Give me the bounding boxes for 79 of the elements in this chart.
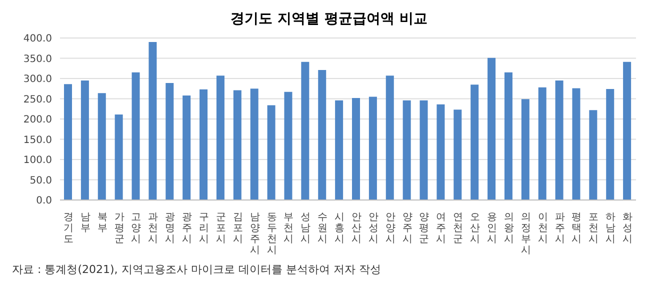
bar	[233, 90, 242, 200]
x-tick-label: 의왕시	[504, 212, 514, 245]
x-tick-label: 평택시	[572, 212, 582, 245]
x-tick-label: 연천군	[453, 212, 464, 245]
x-tick-label: 용인시	[487, 212, 497, 245]
bar	[114, 114, 123, 200]
bar	[335, 100, 344, 200]
y-tick-label: 0.0	[36, 196, 52, 207]
bar	[538, 87, 546, 200]
y-tick-label: 150.0	[23, 134, 52, 146]
bar	[200, 89, 208, 200]
x-tick-label: 구리시	[199, 212, 209, 245]
x-tick-label: 안성시	[368, 212, 378, 245]
x-tick-label: 가평군	[114, 212, 124, 245]
bar	[148, 42, 157, 200]
bar	[267, 105, 276, 200]
y-tick-label: 100.0	[23, 155, 52, 166]
x-tick-label: 남양주시	[250, 212, 260, 256]
x-tick-label: 양평군	[419, 212, 430, 245]
bar	[166, 82, 174, 200]
y-tick-label: 400.0	[23, 34, 52, 45]
y-tick-label: 50.0	[30, 175, 52, 186]
bar	[80, 80, 89, 200]
bar	[352, 98, 360, 200]
x-tick-label: 여주시	[436, 212, 446, 245]
bar	[572, 88, 580, 200]
x-tick-label: 군포시	[216, 212, 226, 245]
bar	[623, 62, 632, 200]
x-tick-label: 부천시	[284, 212, 294, 245]
x-tick-label: 과천시	[148, 212, 158, 245]
x-tick-label: 북부	[97, 212, 108, 234]
x-tick-label: 안양시	[385, 212, 396, 245]
x-tick-label: 광명시	[165, 212, 176, 245]
bar	[386, 76, 394, 200]
bar	[301, 62, 310, 200]
x-tick-label: 포천시	[588, 212, 599, 245]
bar	[182, 96, 191, 200]
bar	[98, 93, 106, 200]
x-tick-label: 시흥시	[334, 212, 345, 245]
x-tick-label: 파주시	[554, 212, 565, 245]
x-tick-label: 화성시	[622, 212, 633, 245]
bar	[64, 84, 72, 200]
x-tick-label: 김포시	[232, 212, 243, 245]
x-tick-label: 동두천시	[266, 212, 277, 256]
bar	[368, 96, 377, 200]
bar	[216, 76, 224, 200]
bar	[555, 80, 564, 200]
x-tick-label: 광주시	[182, 212, 192, 245]
x-tick-label: 경기도	[63, 212, 74, 245]
bar	[132, 72, 140, 200]
bar	[606, 89, 614, 200]
x-tick-label: 양주시	[402, 212, 412, 245]
y-tick-label: 300.0	[23, 74, 52, 86]
x-tick-label: 이천시	[538, 212, 548, 245]
bar	[402, 100, 411, 200]
chart-title: 경기도 지역별 평균급여액 비교	[230, 10, 428, 29]
y-tick-label: 350.0	[23, 54, 52, 65]
bar	[454, 110, 462, 200]
x-tick-label: 의정부시	[520, 212, 531, 256]
x-tick-label: 성남시	[300, 212, 311, 245]
bar	[488, 58, 496, 200]
x-tick-label: 수원시	[318, 212, 328, 245]
bar	[318, 70, 326, 200]
bar	[436, 104, 445, 200]
bar	[250, 88, 258, 200]
bar	[470, 84, 479, 200]
x-tick-label: 고양시	[131, 212, 142, 245]
bar	[420, 100, 428, 200]
y-tick-label: 250.0	[23, 94, 52, 106]
bar	[521, 99, 530, 200]
bar	[589, 110, 598, 200]
text: 자료 : 통계청(2021), 지역고용조사 마이크로 데이터를 분석하여 저자 작성	[12, 262, 382, 277]
x-tick-label: 남부	[80, 212, 90, 234]
x-tick-label: 오산시	[470, 212, 480, 245]
bar	[284, 92, 292, 200]
y-tick-label: 200.0	[23, 114, 52, 126]
x-tick-label: 하남시	[606, 212, 616, 245]
bar	[504, 72, 512, 200]
x-tick-label: 안산시	[351, 212, 362, 245]
